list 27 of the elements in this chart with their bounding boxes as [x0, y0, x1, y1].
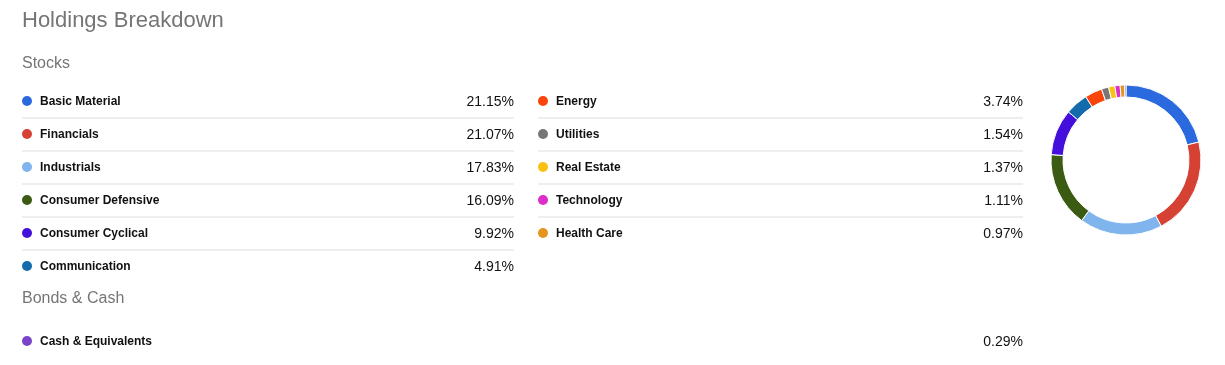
- data-label: 1.54%: [983, 126, 1023, 142]
- data-label: 1.37%: [983, 159, 1023, 175]
- legend-label: Financials: [40, 127, 100, 141]
- data-label: 3.74%: [983, 93, 1023, 109]
- legend-label: Health Care: [556, 226, 624, 240]
- chart-title: Holdings Breakdown: [22, 7, 224, 32]
- data-label: 16.09%: [466, 192, 514, 208]
- data-label: 0.97%: [983, 225, 1023, 241]
- data-label: 21.15%: [466, 93, 514, 109]
- legend-label: Basic Material: [40, 94, 121, 108]
- text: Stocks: [22, 54, 71, 71]
- data-label: 1.11%: [984, 192, 1023, 208]
- legend-label: Energy: [556, 94, 598, 108]
- legend-label: Communication: [40, 259, 131, 273]
- data-label: 21.07%: [466, 126, 514, 142]
- data-label: 17.83%: [466, 159, 514, 175]
- legend-label: Cash & Equivalents: [40, 334, 153, 348]
- legend-label: Utilities: [556, 127, 600, 141]
- legend-label: Consumer Defensive: [40, 193, 160, 207]
- legend-label: Real Estate: [556, 160, 622, 174]
- text: Bonds & Cash: [22, 289, 125, 306]
- legend-label: Industrials: [40, 160, 102, 174]
- data-label: 9.92%: [474, 225, 514, 241]
- data-label: 4.91%: [474, 258, 514, 274]
- legend-label: Technology: [556, 193, 623, 207]
- legend-label: Consumer Cyclical: [40, 226, 149, 240]
- data-label: 0.29%: [983, 333, 1023, 349]
